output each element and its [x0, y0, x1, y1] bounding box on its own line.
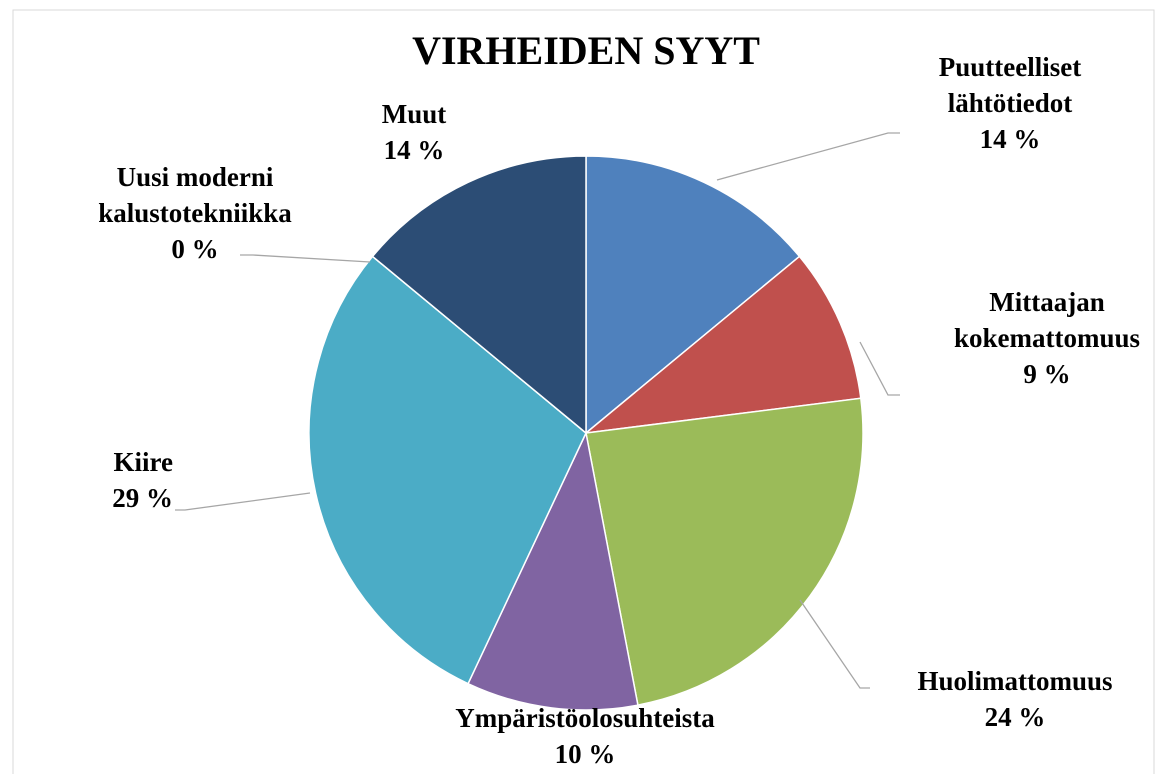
leader-line [716, 132, 900, 181]
slice-label: Kiire [114, 447, 174, 477]
slice-label: Puutteelliset lähtötiedot [939, 52, 1081, 118]
slice-value-label: 9 % [1023, 359, 1070, 389]
pie-slice [371, 155, 587, 435]
slice-label: Huolimattomuus [917, 666, 1112, 696]
pie-slice [585, 155, 801, 435]
pie-slice [583, 255, 862, 435]
leader-line [240, 254, 371, 263]
pie-slice [308, 255, 587, 685]
slice-value-label: 0 % [171, 234, 218, 264]
chart-title: VIRHEIDEN SYYT [412, 28, 760, 73]
slice-value-label: 14 % [384, 135, 445, 165]
pie-slice [467, 430, 639, 711]
slice-value-label: 14 % [980, 124, 1041, 154]
slice-value-label: 29 % [112, 483, 173, 513]
leader-line [859, 341, 900, 396]
slice-label: Muut [382, 99, 447, 129]
leader-line [799, 599, 870, 689]
slice-value-label: 24 % [985, 702, 1046, 732]
slice-label: Mittaajan kokemattomuus [954, 287, 1140, 353]
leader-line [175, 492, 311, 511]
slice-label: Ympäristöolosuhteista [455, 703, 715, 733]
slice-value-label: 10 % [555, 739, 616, 769]
slice-label: Uusi moderni kalustotekniikka [98, 162, 292, 228]
pie-slice [585, 397, 864, 706]
